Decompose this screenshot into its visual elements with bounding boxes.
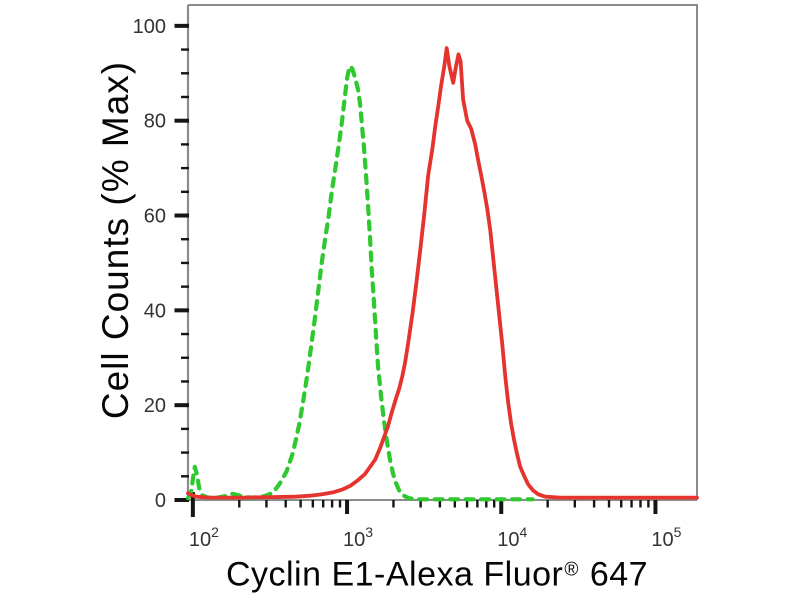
y-axis-label: Cell Counts (% Max) [95,61,137,419]
x-tick-label: 103 [343,524,373,551]
curve-red-solid-sample [186,46,699,500]
series-group [185,46,699,502]
y-tick-label: 0 [155,490,166,512]
x-axis: 102 103 104 105 [189,492,682,551]
x-tick-label: 104 [497,524,527,551]
y-tick-label: 40 [144,300,166,322]
y-tick-label: 60 [144,206,166,228]
x-axis-label-suffix: 647 [579,555,649,594]
x-tick-label: 105 [651,524,681,551]
plot-area: 0 20 40 60 80 100 102 103 104 105 [133,4,699,551]
x-axis-label-text: Cyclin E1-Alexa Fluor [225,555,564,594]
y-axis-label-text: Cell Counts (% Max) [95,60,136,420]
registered-trademark-symbol: ® [564,559,579,581]
x-axis-label: Cyclin E1-Alexa Fluor® 647 [226,556,648,595]
y-axis: 0 20 40 60 80 100 [133,16,189,512]
x-tick-label: 102 [189,524,219,551]
curve-green-dashed-control [185,64,535,502]
y-tick-label: 20 [144,395,166,417]
top-right-spine [188,4,698,500]
y-tick-label: 100 [133,16,166,38]
y-tick-label: 80 [144,111,166,133]
